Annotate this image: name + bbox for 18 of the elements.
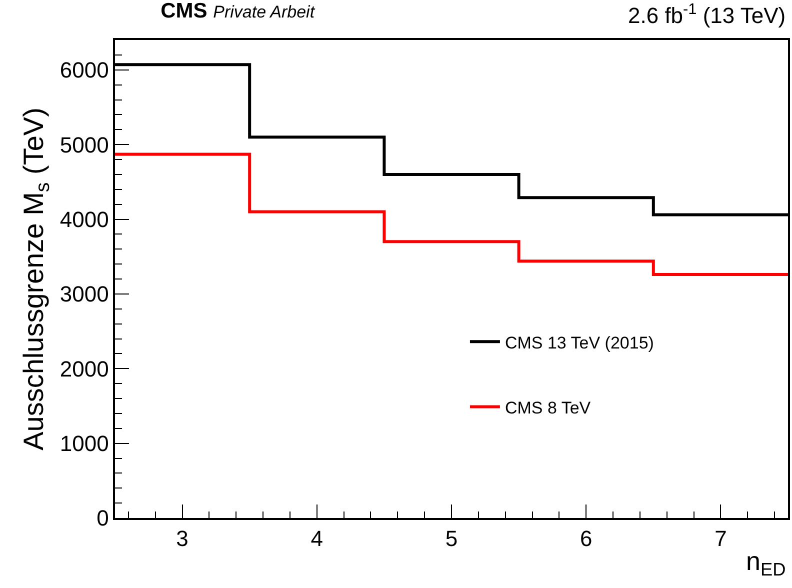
x-tick-label: 3 bbox=[176, 526, 188, 552]
y-tick-label: 0 bbox=[96, 506, 109, 531]
chart-subtitle: Private Arbeit bbox=[213, 2, 316, 22]
y-tick-label: 4000 bbox=[60, 206, 109, 232]
x-tick-label: 4 bbox=[310, 526, 324, 552]
y-tick-label: 6000 bbox=[60, 58, 109, 83]
x-axis-title: n$_{ED}$ bbox=[746, 546, 786, 580]
y-tick-label: 3000 bbox=[60, 282, 109, 307]
x-tick-label: 5 bbox=[445, 526, 458, 552]
y-tick-label: 1000 bbox=[60, 431, 109, 456]
chart-title: CMS bbox=[160, 0, 208, 23]
text: 2.6 fb$^{-1}$ (13 TeV) bbox=[628, 1, 786, 28]
x-tick-label: 6 bbox=[580, 526, 592, 552]
y-tick-label: 5000 bbox=[60, 132, 109, 158]
legend-label: CMS 8 TeV bbox=[504, 398, 592, 418]
x-tick-label: 7 bbox=[714, 526, 727, 552]
legend-label: CMS 13 TeV (2015) bbox=[504, 333, 654, 352]
y-tick-label: 2000 bbox=[60, 356, 109, 382]
